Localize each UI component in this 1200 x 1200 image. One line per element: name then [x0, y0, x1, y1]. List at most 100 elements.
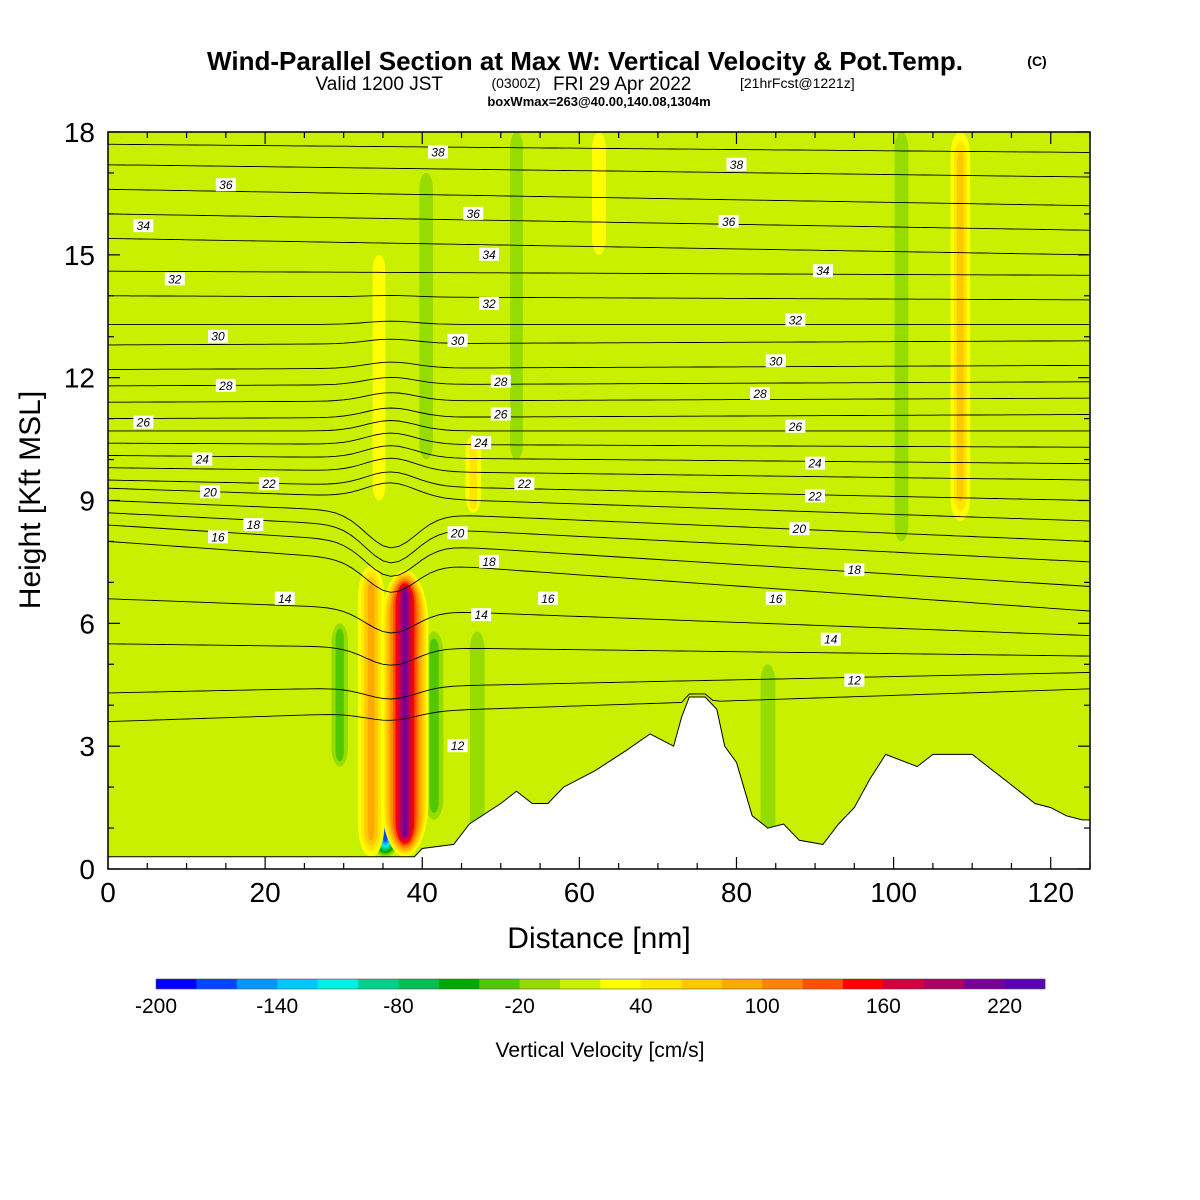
contour-label-box	[537, 591, 558, 605]
updraft-cell-band	[367, 582, 375, 841]
contour-label: 16	[765, 591, 786, 606]
contour-label-text: 24	[195, 453, 210, 467]
colorbar-swatch	[479, 979, 520, 989]
isentrope-line	[108, 164, 1090, 178]
contour-label-text: 22	[517, 477, 532, 491]
contour-label-text: 12	[451, 739, 465, 753]
contour-label-box	[207, 530, 228, 544]
contour-label-text: 12	[848, 674, 862, 688]
contour-label: 34	[812, 264, 833, 278]
contour-label: 28	[490, 374, 511, 389]
contour-label-text: 34	[816, 264, 830, 278]
contour-label-box	[133, 219, 154, 233]
colorbar-swatch	[519, 979, 561, 989]
contour-label: 34	[479, 247, 500, 262]
contour-label: 14	[274, 591, 295, 606]
contour-label-box	[490, 407, 511, 421]
contour-label-box	[427, 145, 448, 159]
contour-label: 22	[259, 477, 280, 491]
contour-label-text: 36	[722, 215, 736, 229]
contour-label-text: 18	[247, 518, 261, 532]
contour-label: 38	[427, 145, 448, 159]
contour-label: 26	[490, 407, 511, 422]
isentrope-line	[108, 500, 1090, 549]
isentrope-line	[108, 392, 1090, 403]
updraft-cell	[372, 254, 386, 501]
contour-label-text: 32	[789, 313, 803, 327]
contour-label-box	[207, 329, 228, 343]
colorbar-swatch	[156, 979, 197, 989]
colorbar-swatch	[398, 979, 440, 989]
y-tick-label: 18	[64, 117, 95, 148]
copyright-mark: (C)	[1027, 53, 1046, 69]
colorbar	[155, 978, 1046, 990]
contour-label: 36	[718, 215, 739, 229]
downdraft-cell-band	[335, 628, 344, 762]
contour-label-text: 38	[431, 145, 445, 159]
contour-label-box	[164, 272, 185, 286]
colorbar-swatch	[681, 979, 723, 989]
contour-label-box	[215, 378, 236, 392]
colorbar-tick-label: -200	[135, 995, 177, 1018]
isentrope-line	[108, 376, 1090, 387]
isentrope-line	[108, 420, 1090, 432]
contour-label-text: 32	[168, 272, 182, 286]
contour-label-box	[200, 485, 221, 499]
x-tick-label: 80	[721, 877, 752, 908]
contour-label-text: 26	[136, 416, 151, 430]
contour-label: 12	[844, 673, 865, 688]
contour-label-box	[479, 554, 500, 568]
contour-label: 36	[463, 206, 484, 221]
colorbar-swatch	[842, 979, 884, 989]
contour-label: 32	[479, 296, 500, 311]
contour-label-text: 28	[493, 375, 508, 389]
updraft-cell	[950, 132, 971, 521]
downdraft-cell	[894, 132, 909, 542]
contour-label-box	[274, 591, 295, 605]
contour-label-box	[750, 387, 771, 401]
updraft-cell-band	[469, 437, 478, 510]
y-tick-label: 12	[64, 363, 95, 394]
contour-label-box	[490, 374, 511, 388]
x-tick-label: 60	[564, 877, 595, 908]
contour-label-text: 14	[474, 608, 488, 622]
contour-label: 32	[164, 272, 185, 286]
contour-label-box	[471, 608, 492, 622]
contour-label-box	[215, 178, 236, 192]
contour-label-text: 34	[482, 248, 496, 262]
colorbar-swatch	[964, 979, 1005, 989]
contour-label: 18	[479, 554, 500, 569]
contour-label-text: 34	[137, 219, 151, 233]
contour-label: 16	[537, 591, 558, 606]
contour-label-text: 24	[807, 457, 822, 471]
contour-label: 38	[726, 157, 747, 172]
contour-label: 20	[789, 522, 810, 536]
x-tick-label: 120	[1027, 877, 1074, 908]
x-tick-labels: 0 20 40 60 80 100 120	[100, 877, 1074, 908]
colorbar-title: Vertical Velocity [cm/s]	[496, 1039, 705, 1062]
isentrope-line	[108, 445, 1090, 465]
colorbar-swatch	[721, 979, 763, 989]
colorbar-swatch	[438, 979, 480, 989]
updraft-cell-band	[402, 589, 408, 838]
chart-header: Wind-Parallel Section at Max W: Vertical…	[207, 46, 1047, 109]
contour-label-text: 30	[769, 354, 783, 368]
isentrope-line	[108, 338, 1090, 346]
contour-label-box	[718, 215, 739, 229]
y-axis-label: Height [Kft MSL]	[14, 391, 47, 609]
box-wmax-info: boxWmax=263@40.00,140.08,1304m	[487, 94, 710, 109]
velocity-field	[108, 132, 1090, 869]
isentrope-line	[108, 361, 1090, 370]
contour-label: 28	[215, 378, 236, 393]
contour-label-text: 28	[752, 387, 767, 401]
downdraft-cell	[510, 132, 523, 460]
x-tick-label: 20	[250, 877, 281, 908]
colorbar-tick-label: -140	[256, 995, 298, 1018]
contour-label-box	[514, 477, 535, 491]
colorbar-swatch	[802, 979, 844, 989]
contour-label-box	[726, 157, 747, 171]
contour-label-box	[471, 436, 492, 450]
isentrope-line	[108, 524, 1090, 587]
downdraft-cell	[760, 664, 776, 845]
